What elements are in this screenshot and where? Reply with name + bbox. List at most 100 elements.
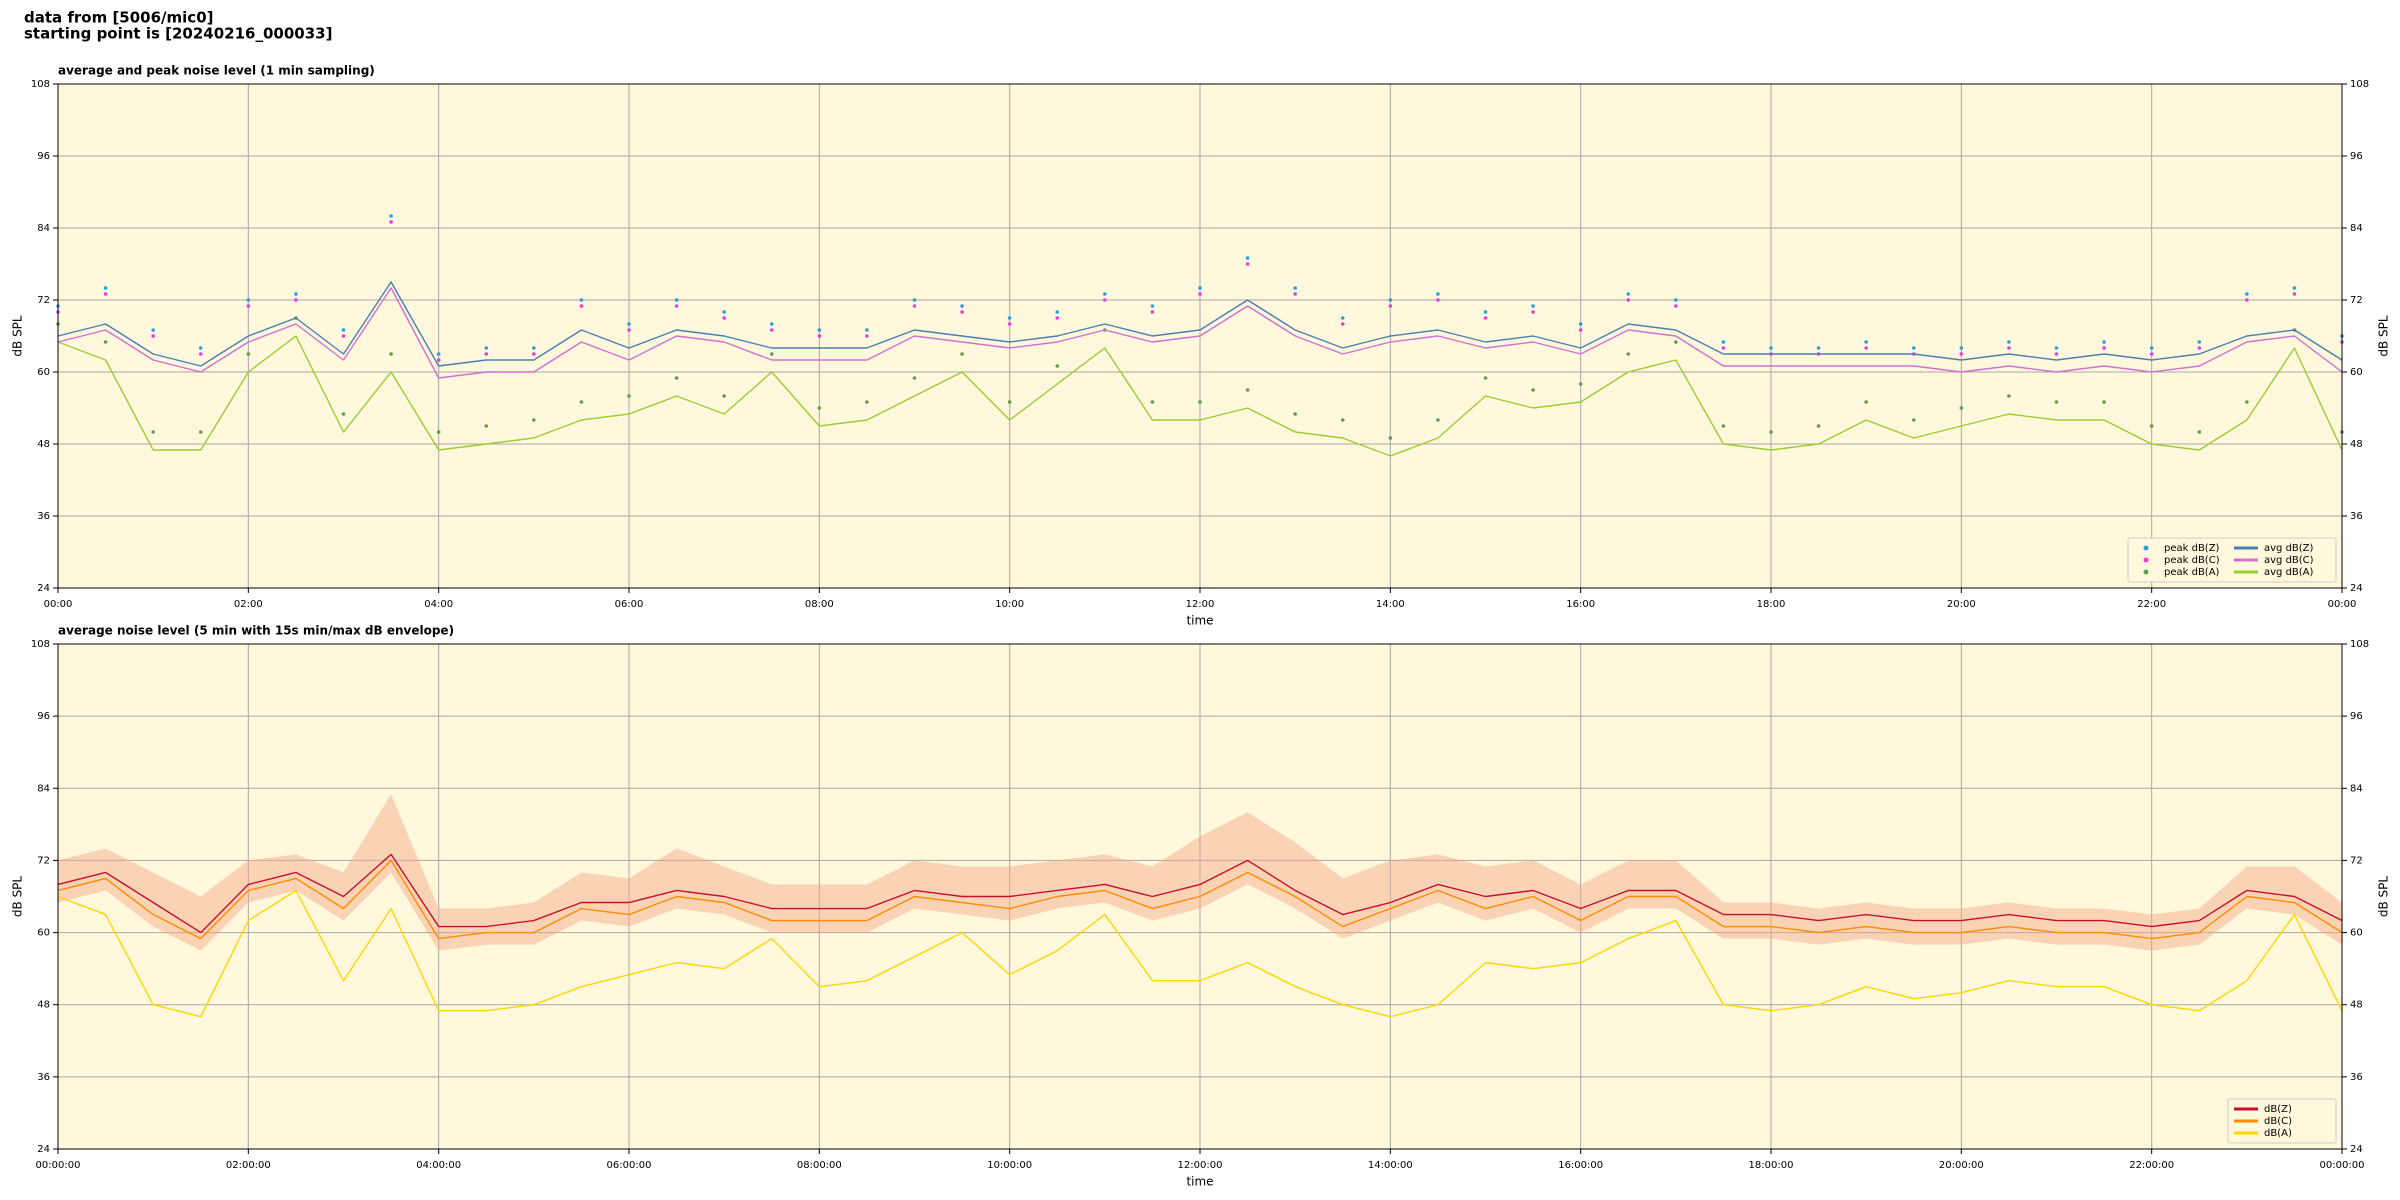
peak-point — [579, 298, 584, 302]
peak-point — [674, 304, 679, 308]
peak-point — [103, 292, 108, 296]
legend-marker — [2143, 557, 2149, 563]
peak-point — [769, 352, 774, 356]
peak-point — [1864, 346, 1868, 350]
peak-point — [960, 304, 964, 308]
x-tick-label: 06:00:00 — [607, 1160, 652, 1171]
y-tick-label: 84 — [37, 783, 50, 794]
peak-point — [865, 400, 869, 404]
peak-point — [1340, 316, 1345, 320]
peak-point — [2245, 400, 2249, 404]
y-tick-label: 48 — [37, 1000, 50, 1011]
x-tick-label: 00:00 — [2328, 599, 2357, 610]
peak-point — [2102, 346, 2106, 350]
peak-point — [294, 292, 298, 296]
peak-point — [1436, 298, 1440, 302]
peak-point — [484, 424, 489, 428]
peak-point — [436, 430, 441, 434]
x-tick-label: 00:00:00 — [36, 1160, 81, 1171]
legend-marker — [2143, 545, 2149, 551]
y-tick-label: 36 — [37, 1072, 50, 1083]
peak-point — [769, 328, 774, 332]
y-tick-label: 108 — [2350, 639, 2369, 650]
peak-point — [960, 352, 964, 356]
y-tick-label: 72 — [37, 855, 50, 866]
peak-point — [2245, 292, 2249, 296]
peak-point — [1245, 262, 1250, 266]
peak-point — [532, 346, 536, 350]
peak-point — [1150, 310, 1155, 314]
legend-label: avg dB(A) — [2264, 567, 2314, 578]
peak-point — [2149, 346, 2154, 350]
series-line — [57, 335, 2343, 457]
y-tick-label: 48 — [2350, 439, 2363, 450]
peak-point — [341, 328, 346, 332]
peak-point — [1388, 436, 1393, 440]
x-tick-label: 06:00 — [615, 599, 644, 610]
peak-point — [389, 352, 393, 356]
plot-frame — [57, 83, 2343, 589]
y-tick-label: 48 — [37, 439, 50, 450]
peak-point — [2007, 394, 2011, 398]
legend: dB(Z)dB(C)dB(A) — [2227, 1098, 2337, 1144]
y-tick-label: 60 — [37, 928, 50, 939]
peak-point — [2292, 292, 2297, 296]
y-axis-label: dB SPL — [2377, 315, 2391, 357]
y-tick-label: 96 — [2350, 711, 2363, 722]
peak-point — [2197, 346, 2202, 350]
peak-point — [2245, 298, 2249, 302]
peak-point — [2007, 346, 2011, 350]
header-line: starting point is [20240216_000033] — [24, 25, 332, 43]
peak-point — [1626, 298, 1631, 302]
peak-point — [2102, 340, 2106, 344]
peak-point — [341, 334, 346, 338]
plot-frame — [57, 643, 2343, 1150]
y-tick-label: 96 — [37, 151, 50, 162]
peak-point — [1293, 412, 1297, 416]
legend-label: dB(C) — [2264, 1116, 2292, 1127]
y-tick-label: 108 — [31, 639, 50, 650]
x-tick-label: 08:00:00 — [797, 1160, 842, 1171]
peak-point — [1007, 322, 1012, 326]
peak-point — [1674, 304, 1678, 308]
peak-point — [1483, 310, 1488, 314]
peak-point — [1531, 388, 1535, 392]
legend-label: peak dB(C) — [2164, 555, 2220, 566]
peak-point — [1864, 340, 1868, 344]
legend-label: dB(A) — [2264, 1128, 2292, 1139]
peak-point — [912, 376, 917, 380]
x-tick-label: 12:00:00 — [1178, 1160, 1223, 1171]
y-tick-label: 108 — [2350, 79, 2369, 90]
y-tick-label: 72 — [37, 295, 50, 306]
envelope-area — [58, 794, 2342, 951]
peak-point — [1436, 418, 1440, 422]
peak-point — [1674, 340, 1678, 344]
peak-point — [1388, 298, 1393, 302]
series-line — [57, 859, 2343, 940]
peak-point — [341, 412, 346, 416]
y-tick-label: 48 — [2350, 1000, 2363, 1011]
peak-point — [1721, 346, 1726, 350]
peak-point — [1959, 346, 1964, 350]
x-tick-label: 04:00:00 — [416, 1160, 461, 1171]
y-tick-label: 36 — [37, 511, 50, 522]
peak-point — [1721, 340, 1726, 344]
peak-point — [1436, 292, 1440, 296]
peak-point — [1816, 424, 1821, 428]
x-tick-label: 02:00:00 — [226, 1160, 271, 1171]
peak-point — [1055, 364, 1060, 368]
x-axis-label: time — [1186, 614, 1213, 628]
x-tick-label: 18:00 — [1757, 599, 1786, 610]
x-tick-label: 14:00:00 — [1368, 1160, 1413, 1171]
peak-point — [2054, 346, 2059, 350]
x-tick-label: 10:00 — [995, 599, 1024, 610]
peak-point — [817, 328, 822, 332]
y-tick-label: 60 — [37, 367, 50, 378]
peak-point — [1103, 298, 1107, 302]
peak-point — [103, 340, 108, 344]
legend-label: peak dB(Z) — [2164, 543, 2220, 554]
y-tick-label: 96 — [37, 711, 50, 722]
peak-point — [1531, 310, 1535, 314]
peak-point — [1769, 430, 1773, 434]
